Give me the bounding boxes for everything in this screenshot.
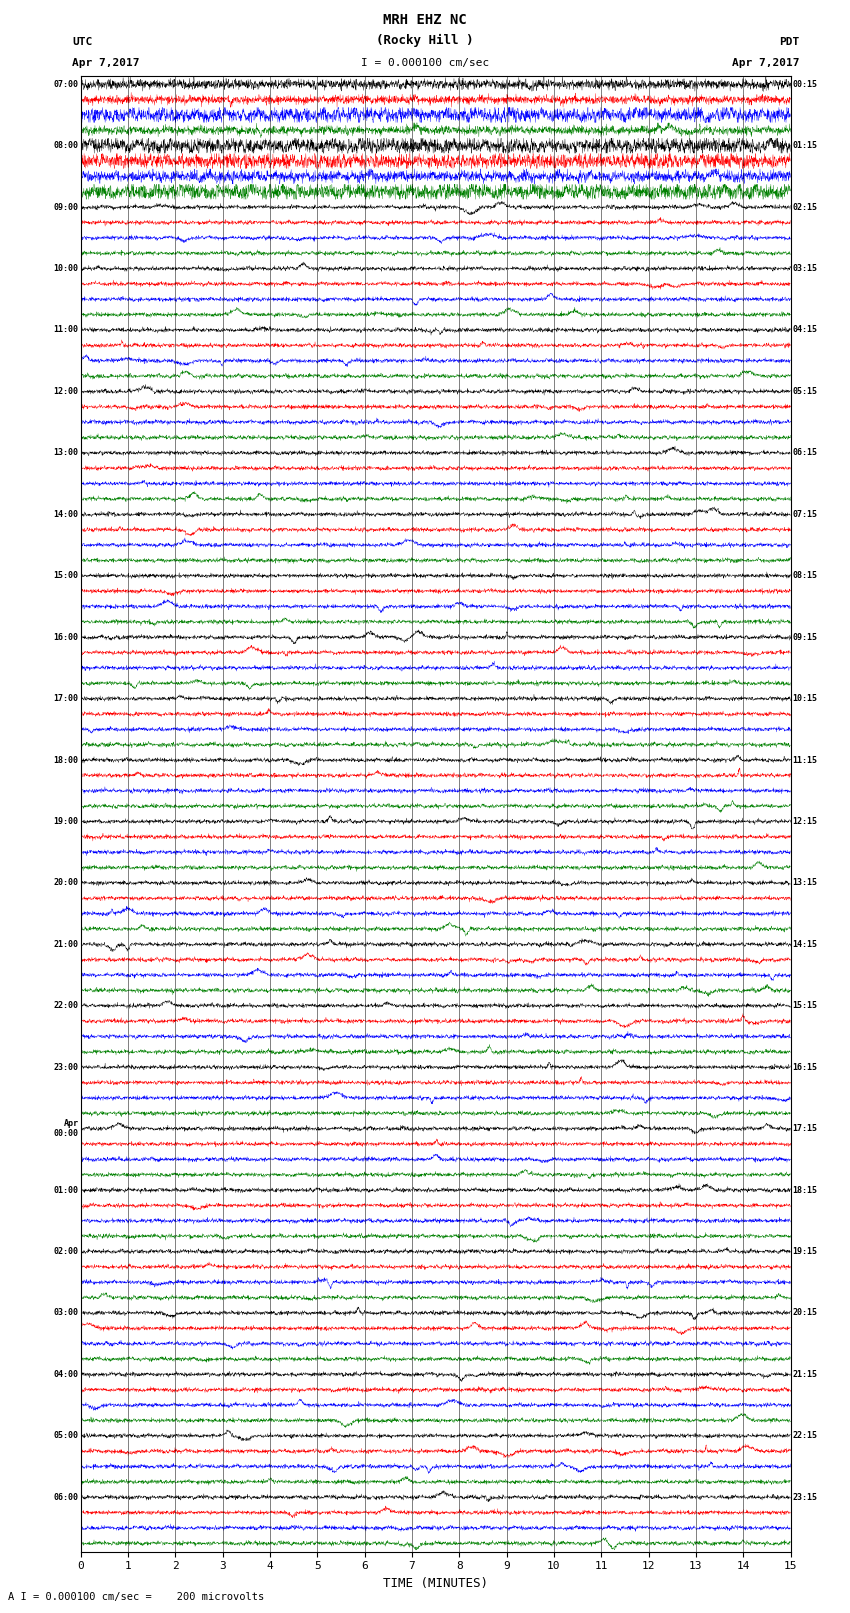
Text: I = 0.000100 cm/sec: I = 0.000100 cm/sec xyxy=(361,58,489,68)
Text: PDT: PDT xyxy=(779,37,799,47)
Text: 11:00: 11:00 xyxy=(54,326,78,334)
Text: 06:00: 06:00 xyxy=(54,1492,78,1502)
Text: 03:00: 03:00 xyxy=(54,1308,78,1318)
Text: 21:00: 21:00 xyxy=(54,940,78,948)
Text: 01:15: 01:15 xyxy=(793,142,818,150)
Text: 00:15: 00:15 xyxy=(793,79,818,89)
Text: 04:15: 04:15 xyxy=(793,326,818,334)
Text: 18:15: 18:15 xyxy=(793,1186,818,1195)
Text: 01:00: 01:00 xyxy=(54,1186,78,1195)
X-axis label: TIME (MINUTES): TIME (MINUTES) xyxy=(383,1578,488,1590)
Text: 22:00: 22:00 xyxy=(54,1002,78,1010)
Text: 04:00: 04:00 xyxy=(54,1369,78,1379)
Text: 05:15: 05:15 xyxy=(793,387,818,395)
Text: 06:15: 06:15 xyxy=(793,448,818,458)
Text: 17:15: 17:15 xyxy=(793,1124,818,1132)
Text: 21:15: 21:15 xyxy=(793,1369,818,1379)
Text: 13:00: 13:00 xyxy=(54,448,78,458)
Text: 16:15: 16:15 xyxy=(793,1063,818,1071)
Text: 12:00: 12:00 xyxy=(54,387,78,395)
Text: 23:15: 23:15 xyxy=(793,1492,818,1502)
Text: 14:15: 14:15 xyxy=(793,940,818,948)
Text: 03:15: 03:15 xyxy=(793,265,818,273)
Text: 07:00: 07:00 xyxy=(54,79,78,89)
Text: 13:15: 13:15 xyxy=(793,879,818,887)
Text: 15:00: 15:00 xyxy=(54,571,78,581)
Text: 12:15: 12:15 xyxy=(793,816,818,826)
Text: 09:15: 09:15 xyxy=(793,632,818,642)
Text: 05:00: 05:00 xyxy=(54,1431,78,1440)
Text: 02:00: 02:00 xyxy=(54,1247,78,1257)
Text: 10:15: 10:15 xyxy=(793,694,818,703)
Text: (Rocky Hill ): (Rocky Hill ) xyxy=(377,34,473,47)
Text: 16:00: 16:00 xyxy=(54,632,78,642)
Text: 02:15: 02:15 xyxy=(793,203,818,211)
Text: 19:00: 19:00 xyxy=(54,816,78,826)
Text: 09:00: 09:00 xyxy=(54,203,78,211)
Text: 14:00: 14:00 xyxy=(54,510,78,519)
Text: 10:00: 10:00 xyxy=(54,265,78,273)
Text: 08:15: 08:15 xyxy=(793,571,818,581)
Text: A I = 0.000100 cm/sec =    200 microvolts: A I = 0.000100 cm/sec = 200 microvolts xyxy=(8,1592,264,1602)
Text: MRH EHZ NC: MRH EHZ NC xyxy=(383,13,467,27)
Text: 07:15: 07:15 xyxy=(793,510,818,519)
Text: Apr 7,2017: Apr 7,2017 xyxy=(732,58,799,68)
Text: 22:15: 22:15 xyxy=(793,1431,818,1440)
Text: Apr 7,2017: Apr 7,2017 xyxy=(72,58,139,68)
Text: 19:15: 19:15 xyxy=(793,1247,818,1257)
Text: 23:00: 23:00 xyxy=(54,1063,78,1071)
Text: Apr
00:00: Apr 00:00 xyxy=(54,1119,78,1139)
Text: 15:15: 15:15 xyxy=(793,1002,818,1010)
Text: 18:00: 18:00 xyxy=(54,755,78,765)
Text: 20:15: 20:15 xyxy=(793,1308,818,1318)
Text: 20:00: 20:00 xyxy=(54,879,78,887)
Text: 08:00: 08:00 xyxy=(54,142,78,150)
Text: 11:15: 11:15 xyxy=(793,755,818,765)
Text: UTC: UTC xyxy=(72,37,93,47)
Text: 17:00: 17:00 xyxy=(54,694,78,703)
